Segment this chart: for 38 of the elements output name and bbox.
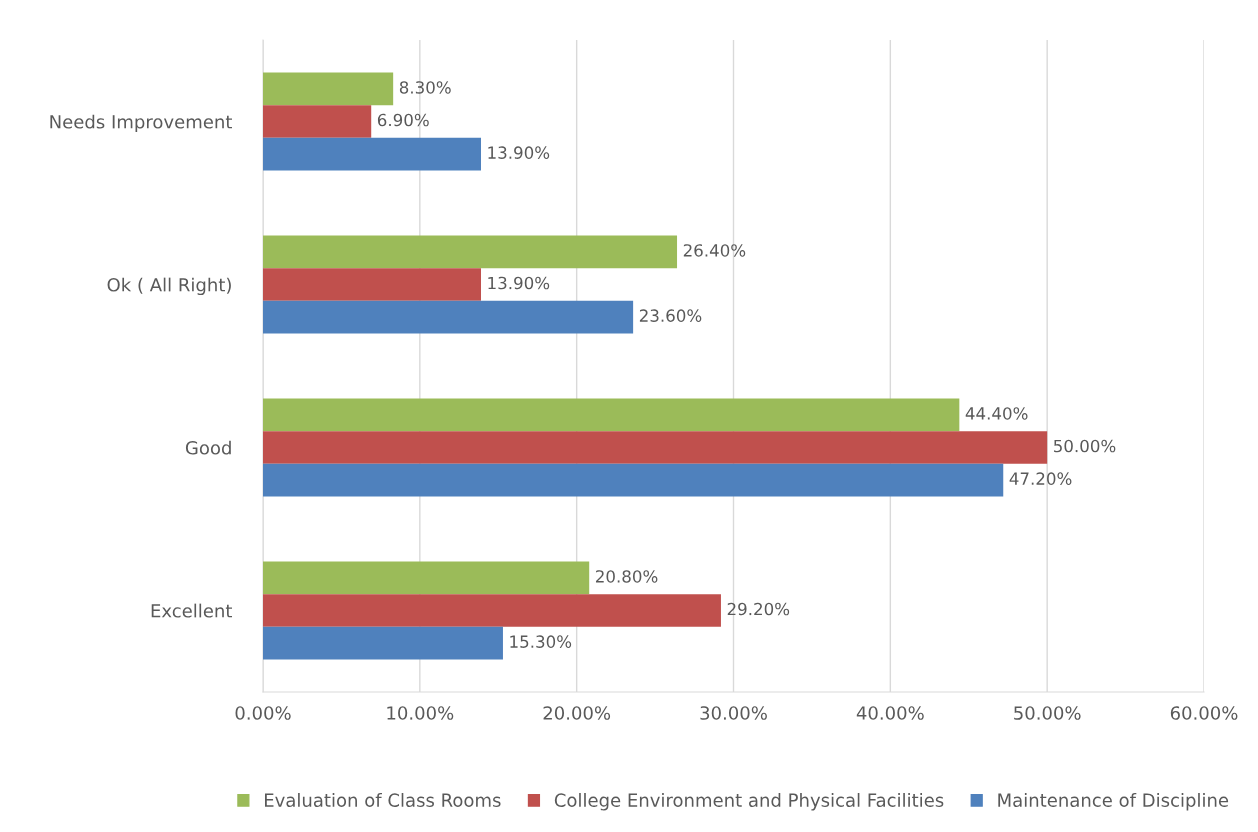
bar: [263, 626, 503, 660]
data-label: 15.30%: [510, 635, 572, 648]
bar: [263, 105, 372, 138]
x-tick-label: 60.00%: [1170, 706, 1238, 720]
data-label: 23.60%: [639, 309, 702, 322]
x-tick-label: 0.00%: [235, 706, 291, 720]
data-label: 20.80%: [595, 570, 658, 583]
x-tick-label: 50.00%: [1014, 706, 1081, 720]
data-label: 8.30%: [399, 81, 451, 94]
y-tick-label: Needs Improvement: [50, 114, 232, 133]
bar: [263, 300, 634, 334]
legend-label: Maintenance of Discipline: [998, 793, 1229, 811]
x-tick-label: 10.00%: [387, 706, 454, 720]
y-tick-label: Ok ( All Right): [107, 277, 231, 296]
bar: [263, 235, 678, 269]
x-tick-label: 30.00%: [700, 706, 767, 720]
bar: [263, 431, 1048, 464]
data-label: 13.90%: [488, 276, 550, 290]
bar: [263, 72, 394, 106]
bar: [263, 594, 721, 627]
x-tick-label: 20.00%: [543, 706, 611, 720]
bar: [263, 398, 960, 432]
y-tick-label: Excellent: [151, 603, 233, 618]
data-label: 29.20%: [727, 602, 790, 616]
legend-label: Evaluation of Class Rooms: [265, 793, 501, 807]
bar: [263, 268, 481, 301]
data-label: 13.90%: [488, 146, 550, 159]
bar: [263, 463, 1004, 497]
bar: [263, 561, 590, 595]
data-label: 44.40%: [965, 407, 1028, 420]
x-tick-label: 40.00%: [856, 706, 924, 720]
legend-label: College Environment and Physical Facilities: [554, 793, 944, 811]
data-label: 26.40%: [683, 244, 746, 257]
data-label: 50.00%: [1054, 439, 1116, 453]
y-tick-label: Good: [185, 440, 231, 455]
data-label: 6.90%: [377, 113, 429, 127]
data-label: 47.20%: [1009, 472, 1072, 485]
bar: [263, 137, 481, 171]
